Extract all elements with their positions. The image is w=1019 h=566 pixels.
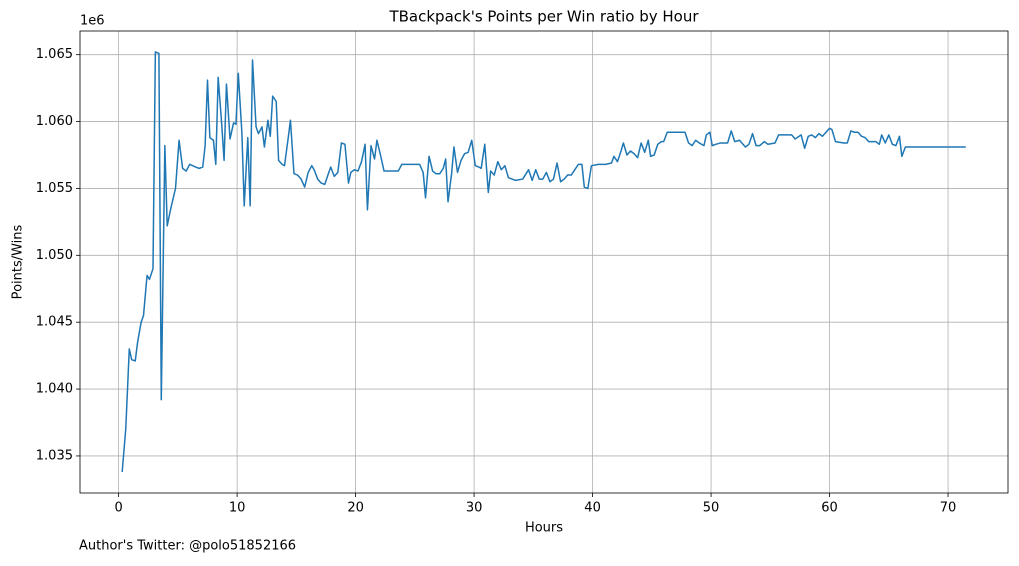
y-tick-label: 1.060 xyxy=(36,114,73,129)
annotation: Author's Twitter: @polo51852166 xyxy=(79,539,296,554)
x-axis-label: Hours xyxy=(525,521,563,536)
y-axis-label: Points/Wins xyxy=(11,224,26,299)
x-tick-label: 10 xyxy=(229,501,246,516)
y-tick-label: 1.055 xyxy=(36,181,73,196)
y-tick-label: 1.045 xyxy=(36,315,73,330)
data-line xyxy=(121,51,966,473)
x-tick-label: 20 xyxy=(347,501,364,516)
y-tick-label: 1.065 xyxy=(36,47,73,62)
x-tick-label: 70 xyxy=(940,501,957,516)
x-tick-label: 50 xyxy=(703,501,720,516)
x-tick-label: 40 xyxy=(584,501,601,516)
x-tick-label: 60 xyxy=(821,501,838,516)
plot-frame xyxy=(79,30,1009,494)
y-tick-label: 1.040 xyxy=(36,382,73,397)
y-tick-label: 1.050 xyxy=(36,248,73,263)
chart-title: TBackpack's Points per Win ratio by Hour xyxy=(388,8,699,26)
y-tick-label: 1.035 xyxy=(36,448,73,463)
x-tick-label: 0 xyxy=(114,501,122,516)
x-tick-label: 30 xyxy=(466,501,483,516)
y-offset-label: 1e6 xyxy=(80,14,105,29)
